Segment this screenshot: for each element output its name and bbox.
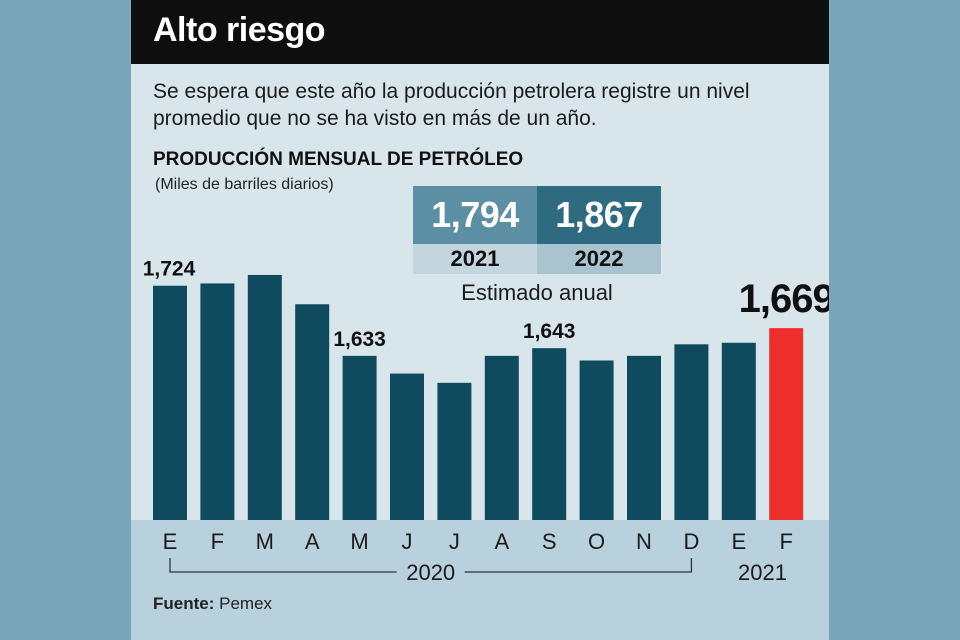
estimate-year-2022: 2022 [537,244,661,274]
bar-1 [200,283,235,520]
data-label-4: 1,633 [333,328,386,351]
subtitle: Se espera que este año la producción pet… [153,80,750,130]
bar-4 [342,355,377,520]
source-note: Fuente: Pemex [153,594,272,614]
chart-title: PRODUCCIÓN MENSUAL DE PETRÓLEO [153,149,524,170]
data-label-0: 1,724 [143,258,196,281]
year-label-2020: 2020 [406,560,455,585]
bar-12 [721,342,756,520]
bar-8 [532,348,567,520]
source-label: Fuente: [153,594,215,613]
infographic-card: Alto riesgo Se espera que este año la pr… [131,0,829,640]
estimate-box: 1,794 1,867 2021 2022 [413,186,661,274]
tick-label-5: J [402,529,413,554]
estimate-value-2022: 1,867 [537,186,661,244]
header-bar: Alto riesgo [131,0,829,64]
year-label-2021: 2021 [738,560,787,585]
tick-label-9: O [588,529,605,554]
estimate-value-2021: 1,794 [413,186,537,244]
axis-band [131,520,829,640]
tick-label-10: N [636,529,652,554]
tick-label-0: E [163,529,178,554]
bar-7 [484,355,519,520]
tick-label-13: F [779,529,792,554]
estimate-label: Estimado anual [461,280,613,305]
bar-10 [627,355,661,520]
bar-2 [247,274,282,520]
tick-label-3: A [305,529,320,554]
bar-chart: 1,724 E F M A 1,633 M J J A 1,643 S O N D E 1,669 F 2020 20… [143,258,829,585]
tick-label-7: A [494,529,509,554]
data-label-13: 1,669 [739,277,829,321]
tick-label-2: M [256,529,274,554]
tick-label-6: J [449,529,460,554]
bar-11 [674,344,709,520]
year-bracket-2020 [169,558,693,573]
tick-label-4: M [350,529,368,554]
bar-13 [769,328,804,520]
page-title: Alto riesgo [153,11,326,49]
bar-0 [153,285,187,520]
data-label-8: 1,643 [523,320,576,343]
estimate-year-2021: 2021 [413,244,537,274]
tick-label-8: S [542,529,557,554]
bar-3 [295,304,330,520]
bar-5 [390,373,424,520]
bar-6 [437,382,472,520]
chart-units: (Miles de barriles diarios) [155,176,334,193]
tick-label-12: E [731,529,746,554]
bar-9 [579,360,614,520]
source-name: Pemex [219,594,273,613]
tick-label-1: F [211,529,224,554]
tick-label-11: D [683,529,699,554]
